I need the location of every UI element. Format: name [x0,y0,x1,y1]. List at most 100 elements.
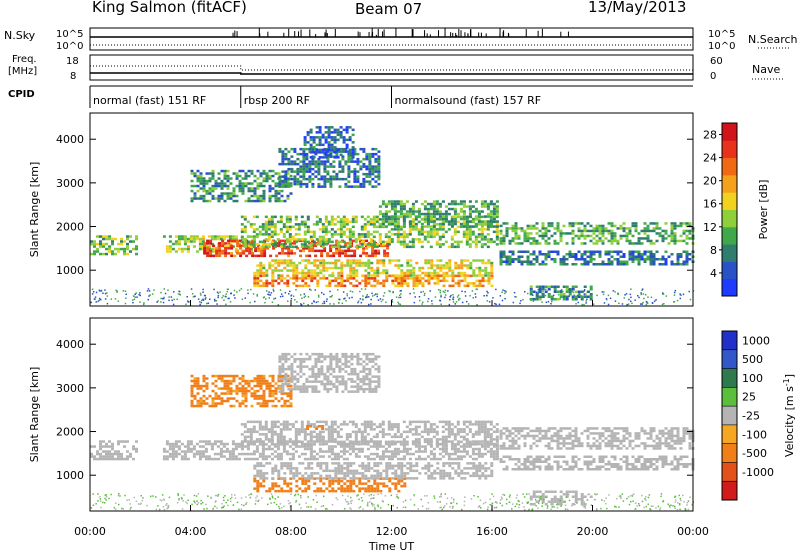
echo-cell [319,479,323,483]
echo-cell [649,258,653,261]
echo-cell [541,232,545,235]
echo-cell [441,455,445,458]
echo-cell [375,447,379,451]
echo-cell [643,237,647,240]
echo-cell [249,428,253,431]
echo-cell [405,435,409,439]
echo-cell [321,438,325,441]
echo-cell [489,218,493,221]
echo-cell [427,271,431,275]
echo-cell [459,217,463,221]
echo-cell [294,223,298,226]
echo-cell [335,249,339,253]
echo-cell [189,235,193,238]
speckle-cell [618,302,620,304]
echo-cell [475,259,479,262]
echo-cell [259,279,263,283]
echo-cell [264,443,268,446]
echo-cell [550,250,554,253]
echo-cell [271,467,275,470]
echo-cell [273,233,277,236]
echo-cell [483,215,487,218]
echo-cell [490,284,494,288]
echo-cell [586,229,590,233]
echo-cell [453,447,457,451]
echo-cell [344,150,348,153]
echo-cell [474,222,478,226]
echo-cell [244,177,248,180]
echo-cell [174,442,178,446]
echo-cell [347,170,351,173]
echo-cell [333,430,337,434]
echo-cell [453,240,457,244]
echo-cell [574,298,578,301]
speckle-cell [440,303,442,305]
echo-cell [490,261,494,265]
echo-cell [338,185,342,188]
echo-cell [471,440,475,443]
echo-cell [261,240,265,244]
echo-cell [456,420,460,424]
echo-cell [480,420,484,424]
speckle-cell [422,301,424,304]
echo-cell [280,464,284,468]
echo-cell [271,279,275,283]
echo-cell [311,162,315,166]
echo-cell [277,172,281,175]
echo-cell [535,242,539,245]
echo-cell [462,205,466,208]
echo-cell [405,447,409,451]
echo-cell [342,450,346,453]
echo-cell [265,462,269,465]
speckle-cell [514,296,516,298]
echo-cell [324,228,328,231]
echo-cell [254,254,258,258]
echo-cell [282,423,286,426]
echo-cell [243,228,247,231]
echo-cell [649,255,653,258]
echo-cell [403,282,407,285]
echo-cell [356,152,360,156]
echo-cell [366,443,370,446]
echo-cell [256,194,260,198]
echo-cell [345,143,349,147]
echo-cell [264,428,268,431]
echo-cell [374,147,378,151]
echo-cell [268,189,272,193]
echo-cell [256,184,260,188]
echo-cell [373,489,377,493]
echo-cell [304,277,308,280]
echo-cell [499,260,503,263]
echo-cell [290,162,294,166]
echo-cell [670,239,674,243]
echo-cell [165,450,169,453]
echo-cell [456,455,460,458]
echo-cell [393,223,397,226]
echo-cell [234,447,238,451]
echo-cell [288,225,292,229]
echo-cell [243,440,247,443]
echo-cell [174,250,178,253]
echo-cell [198,440,202,443]
echo-cell [580,290,584,293]
echo-cell [324,450,328,453]
echo-cell [365,239,369,243]
echo-cell [471,443,475,446]
echo-cell [246,245,250,248]
echo-cell [396,220,400,224]
echo-cell [189,440,193,443]
echo-cell [535,293,539,296]
speckle-cell [307,296,310,298]
echo-cell [234,235,238,238]
echo-cell [334,277,338,280]
echo-cell [284,147,288,151]
echo-cell [373,279,377,283]
echo-cell [394,484,398,488]
echo-cell [294,445,298,448]
echo-cell [256,277,260,280]
echo-cell [483,423,487,426]
echo-cell [132,447,135,451]
echo-cell [294,440,298,444]
echo-cell [226,177,230,180]
echo-cell [520,255,524,258]
